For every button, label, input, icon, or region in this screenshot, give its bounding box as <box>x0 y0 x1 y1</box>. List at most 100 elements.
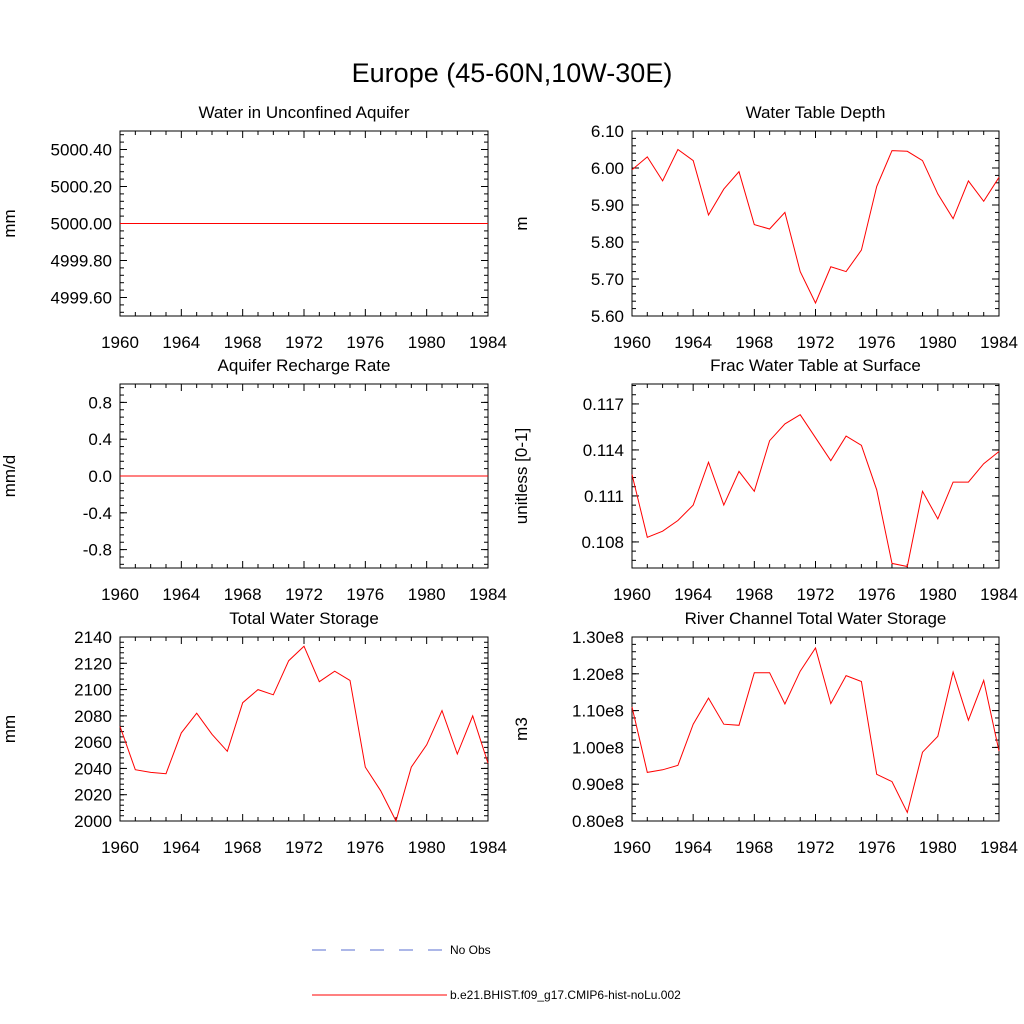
plot-frame <box>631 383 1000 569</box>
x-tick-label: 1972 <box>797 838 835 857</box>
x-tick-label: 1960 <box>101 585 139 604</box>
x-tick-label: 1972 <box>285 333 323 352</box>
series-line <box>119 645 489 823</box>
x-tick-label: 1984 <box>980 585 1018 604</box>
y-tick-label: 0.8 <box>88 393 112 412</box>
y-tick-label: 0.111 <box>584 487 624 506</box>
x-tick-label: 1968 <box>224 838 262 857</box>
panel-title: Frac Water Table at Surface <box>710 356 921 375</box>
y-tick-label: 5.90 <box>591 196 624 215</box>
y-tick-label: 2020 <box>74 786 112 805</box>
x-tick-label: 1976 <box>346 838 384 857</box>
y-tick-label: 0.4 <box>88 430 112 449</box>
series-line <box>631 646 1000 814</box>
x-tick-label: 1968 <box>735 333 773 352</box>
y-axis-label: m <box>512 216 531 230</box>
x-tick-label: 1980 <box>408 585 446 604</box>
y-tick-label: 1.10e8 <box>572 702 624 721</box>
chart-panel: Water in Unconfined Aquifer mm 1960 1964 196… <box>0 103 507 352</box>
x-tick-label: 1968 <box>224 333 262 352</box>
x-tick-label: 1976 <box>858 585 896 604</box>
x-tick-label: 1972 <box>797 333 835 352</box>
y-axis-label: mm <box>0 209 19 237</box>
y-tick-label: 5.80 <box>591 233 624 252</box>
x-tick-label: 1972 <box>285 585 323 604</box>
y-tick-label: 5.70 <box>591 270 624 289</box>
plot-frame <box>119 636 489 822</box>
y-tick-label: 1.30e8 <box>572 628 624 647</box>
chart-panel: Aquifer Recharge Rate mm/d 1960 1964 1968 197… <box>0 356 507 604</box>
x-tick-label: 1960 <box>613 838 651 857</box>
panel-title: Total Water Storage <box>229 609 379 628</box>
x-tick-label: 1984 <box>980 838 1018 857</box>
chart-panel: Water Table Depth m 1960 1964 1968 1972 1976 19… <box>512 103 1018 352</box>
x-tick-label: 1964 <box>162 585 200 604</box>
panel-title: Water in Unconfined Aquifer <box>198 103 409 122</box>
chart-panel: Frac Water Table at Surface unitless [0-1… <box>512 356 1018 604</box>
y-tick-label: 4999.80 <box>51 252 112 271</box>
y-tick-label: 0.108 <box>581 533 624 552</box>
y-tick-label: 2080 <box>74 707 112 726</box>
y-tick-label: 1.20e8 <box>572 665 624 684</box>
y-tick-label: -0.4 <box>83 504 112 523</box>
chart-panel: Total Water Storage mm 1960 1964 1968 1972 197… <box>0 609 507 857</box>
x-tick-label: 1976 <box>858 333 896 352</box>
figure-title: Europe (45-60N,10W-30E) <box>352 58 673 88</box>
x-tick-label: 1984 <box>469 585 507 604</box>
x-tick-label: 1964 <box>674 333 712 352</box>
plot-frame <box>631 636 1000 822</box>
y-tick-label: 2100 <box>74 681 112 700</box>
legend-model-label: b.e21.BHIST.f09_g17.CMIP6-hist-noLu.002 <box>450 988 681 1002</box>
y-tick-label: 2120 <box>74 654 112 673</box>
x-tick-label: 1980 <box>919 585 957 604</box>
x-tick-label: 1968 <box>735 585 773 604</box>
x-tick-label: 1984 <box>469 838 507 857</box>
panel-title: River Channel Total Water Storage <box>685 609 947 628</box>
series-line <box>631 414 1000 568</box>
series-line <box>631 148 1000 305</box>
y-tick-label: 0.80e8 <box>572 812 624 831</box>
y-tick-label: 2140 <box>74 628 112 647</box>
x-tick-label: 1976 <box>858 838 896 857</box>
x-tick-label: 1980 <box>408 838 446 857</box>
legend-obs-label: No Obs <box>450 943 491 957</box>
x-tick-label: 1972 <box>797 585 835 604</box>
panel-title: Water Table Depth <box>746 103 886 122</box>
y-tick-label: 0.90e8 <box>572 775 624 794</box>
x-tick-label: 1984 <box>469 333 507 352</box>
y-tick-label: 5000.40 <box>51 141 112 160</box>
x-tick-label: 1964 <box>674 838 712 857</box>
y-tick-label: 6.10 <box>591 122 624 141</box>
x-tick-label: 1964 <box>162 333 200 352</box>
chart-panel: River Channel Total Water Storage m3 1960 1… <box>512 609 1018 857</box>
x-tick-label: 1968 <box>224 585 262 604</box>
plot-frame <box>631 130 1000 317</box>
x-tick-label: 1976 <box>346 333 384 352</box>
x-tick-label: 1984 <box>980 333 1018 352</box>
y-axis-label: mm/d <box>0 455 19 498</box>
chart-panels: Water in Unconfined Aquifer mm 1960 1964 196… <box>0 103 1018 857</box>
x-tick-label: 1960 <box>613 585 651 604</box>
panel-title: Aquifer Recharge Rate <box>218 356 391 375</box>
x-tick-label: 1980 <box>919 838 957 857</box>
x-tick-label: 1960 <box>101 333 139 352</box>
y-tick-label: 0.114 <box>583 441 624 460</box>
x-tick-label: 1980 <box>919 333 957 352</box>
y-tick-label: -0.8 <box>83 541 112 560</box>
y-tick-label: 2040 <box>74 759 112 778</box>
y-axis-label: unitless [0-1] <box>512 428 531 524</box>
x-tick-label: 1960 <box>613 333 651 352</box>
y-axis-label: mm <box>0 715 19 743</box>
x-tick-label: 1964 <box>674 585 712 604</box>
y-tick-label: 5.60 <box>591 307 624 326</box>
x-tick-label: 1960 <box>101 838 139 857</box>
y-tick-label: 5000.20 <box>51 178 112 197</box>
y-tick-label: 2060 <box>74 733 112 752</box>
x-tick-label: 1964 <box>162 838 200 857</box>
y-axis-label: m3 <box>512 717 531 741</box>
x-tick-label: 1968 <box>735 838 773 857</box>
y-tick-label: 2000 <box>74 812 112 831</box>
x-tick-label: 1976 <box>346 585 384 604</box>
y-tick-label: 6.00 <box>591 159 624 178</box>
